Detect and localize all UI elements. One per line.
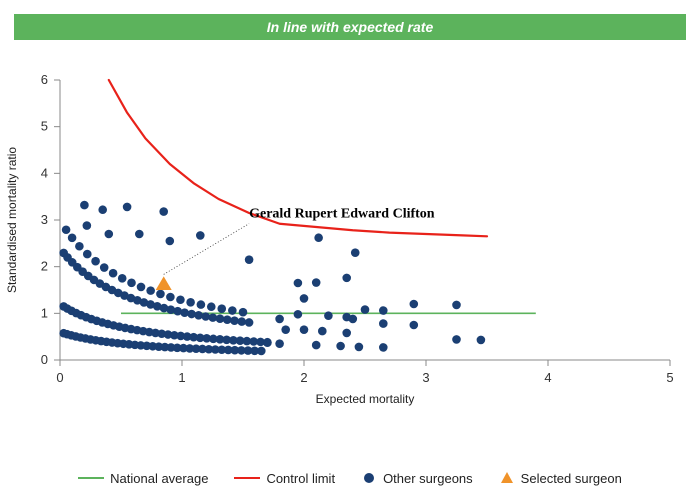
svg-text:0: 0 [56,370,63,385]
svg-text:Standardised mortality ratio: Standardised mortality ratio [5,147,19,293]
svg-text:6: 6 [41,72,48,87]
svg-text:4: 4 [41,165,48,180]
plot-area: 0 1 2 3 4 5 0 1 2 3 4 5 6 Expected mortality Standardi… [0,55,700,415]
legend-item-national-average: National average [78,471,208,486]
svg-text:1: 1 [41,305,48,320]
svg-text:1: 1 [178,370,185,385]
legend-label-other-surgeons: Other surgeons [383,471,473,486]
svg-text:2: 2 [300,370,307,385]
legend-label-national-average: National average [110,471,208,486]
svg-text:5: 5 [666,370,673,385]
svg-text:4: 4 [544,370,551,385]
svg-text:Gerald Rupert Edward Clifton: Gerald Rupert Edward Clifton [249,207,435,222]
scatter-plot-svg: 0 1 2 3 4 5 0 1 2 3 4 5 6 Expected mortality Standardi… [0,55,700,415]
legend-item-selected-surgeon: Selected surgeon [499,470,622,486]
svg-text:Expected mortality: Expected mortality [316,392,415,406]
svg-text:2: 2 [41,259,48,274]
chart-legend: National average Control limit Other sur… [0,463,700,493]
chart-header-banner: In line with expected rate [14,14,686,40]
chart-title: In line with expected rate [267,19,434,35]
national-average-swatch [78,477,104,479]
control-limit-swatch [234,477,260,479]
chart-root: In line with expected rate 0 1 2 3 4 5 0 1 2 3 4 5 6… [0,0,700,500]
svg-text:3: 3 [41,212,48,227]
legend-label-control-limit: Control limit [266,471,335,486]
svg-text:0: 0 [41,352,48,367]
other-surgeons-dot-icon [361,470,377,486]
legend-label-selected-surgeon: Selected surgeon [521,471,622,486]
legend-item-control-limit: Control limit [234,471,335,486]
selected-surgeon-triangle-icon [499,470,515,486]
legend-item-other-surgeons: Other surgeons [361,470,473,486]
svg-text:3: 3 [422,370,429,385]
svg-text:5: 5 [41,119,48,134]
